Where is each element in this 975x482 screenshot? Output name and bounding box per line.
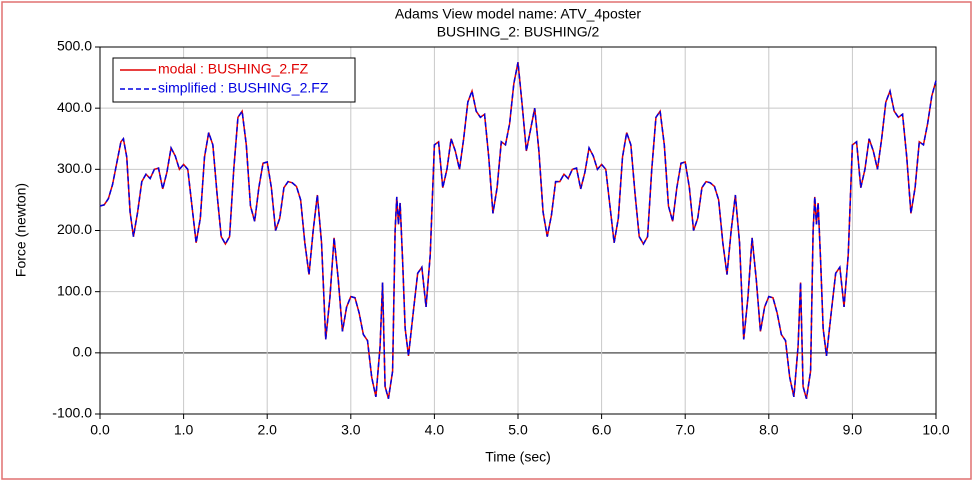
chart-subtitle: BUSHING_2: BUSHING/2 — [437, 24, 600, 40]
y-tick-label: 100.0 — [57, 282, 92, 298]
y-tick-label: 300.0 — [57, 160, 92, 176]
x-tick-label: 7.0 — [675, 422, 695, 438]
legend-label: simplified : BUSHING_2.FZ — [158, 80, 329, 96]
x-tick-label: 3.0 — [341, 422, 361, 438]
x-tick-label: 1.0 — [174, 422, 194, 438]
y-tick-label: 500.0 — [57, 38, 92, 54]
plot-border — [99, 46, 937, 415]
y-axis-label: Force (newton) — [13, 183, 29, 277]
x-tick-label: 5.0 — [508, 422, 528, 438]
y-tick-label: 200.0 — [57, 221, 92, 237]
y-tick-label: 400.0 — [57, 99, 92, 115]
x-tick-label: 9.0 — [843, 422, 863, 438]
legend: modal : BUSHING_2.FZ simplified : BUSHING… — [112, 57, 356, 103]
y-tick-label: 0.0 — [73, 344, 93, 360]
x-tick-label: 2.0 — [257, 422, 277, 438]
y-tick-label: -100.0 — [52, 405, 92, 421]
x-tick-label: 0.0 — [90, 422, 110, 438]
x-axis-label: Time (sec) — [485, 449, 551, 465]
chart-title: Adams View model name: ATV_4poster — [395, 6, 642, 22]
legend-label: modal : BUSHING_2.FZ — [158, 61, 309, 77]
x-tick-label: 4.0 — [425, 422, 445, 438]
x-tick-label: 10.0 — [922, 422, 949, 438]
legend-box — [112, 57, 356, 103]
x-tick-label: 8.0 — [759, 422, 779, 438]
series-line — [99, 62, 937, 399]
x-tick-label: 6.0 — [592, 422, 612, 438]
